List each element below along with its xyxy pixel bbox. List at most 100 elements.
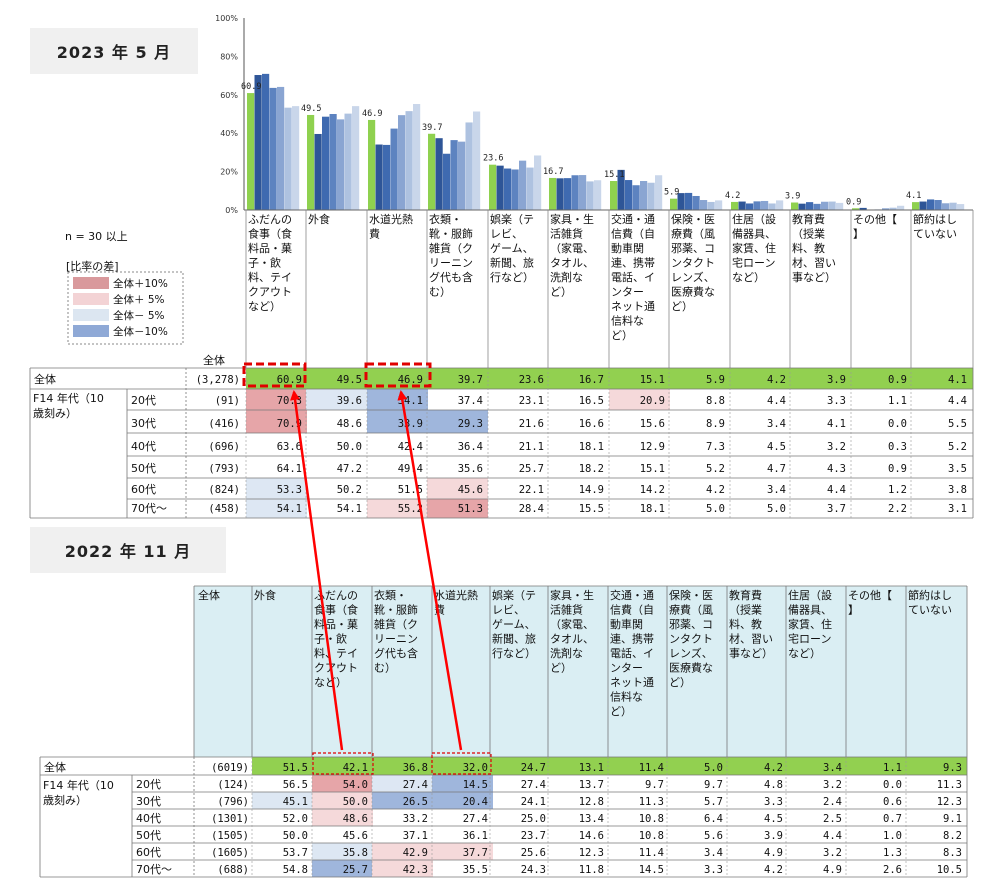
cell-value: 36.1 <box>463 830 488 842</box>
category-header-line: など） <box>248 300 281 313</box>
row-label: 40代 <box>136 812 161 825</box>
cell-value: 3.2 <box>827 441 846 453</box>
cell-value: 4.2 <box>706 484 725 496</box>
row-n: (688) <box>217 864 249 876</box>
cell-value: 24.3 <box>521 864 546 876</box>
bar-60代-1 <box>344 113 352 210</box>
cell-value: 29.3 <box>458 418 483 430</box>
cell-value: 55.2 <box>398 503 423 515</box>
cell-value: 1.2 <box>888 484 907 496</box>
cell-value: 36.8 <box>403 762 428 774</box>
category-header-line: 信費（自 <box>611 227 655 241</box>
cell-value: 5.2 <box>706 463 725 475</box>
row-label: 30代 <box>136 795 161 808</box>
category-header-line: 】 <box>853 228 864 241</box>
cell-value: 46.9 <box>398 374 423 386</box>
category-header-line: 宅ローン <box>788 632 831 646</box>
category-header-line: 動車関 <box>610 617 643 631</box>
row-label: 70代～ <box>131 502 167 515</box>
cell-value: 36.4 <box>458 441 483 453</box>
bar-20代-9 <box>798 203 806 210</box>
bar-30代-2 <box>383 144 391 210</box>
category-header-line: ゲーム、 <box>490 242 534 255</box>
cell-value: 42.1 <box>343 762 368 774</box>
bar-全体-4 <box>489 164 497 210</box>
bar-全体-7 <box>670 198 678 210</box>
cell-value: 48.6 <box>343 813 368 825</box>
bar-70代～-4 <box>534 155 542 210</box>
category-header-line: ど） <box>669 676 691 689</box>
cell-value: 7.3 <box>706 441 725 453</box>
cell-value: 8.3 <box>943 847 962 859</box>
cell-value: 4.4 <box>767 395 786 407</box>
cell-value: 12.9 <box>640 441 665 453</box>
category-header-line: 靴・服飾 <box>429 227 473 241</box>
legend-frame <box>67 271 184 345</box>
category-header-line: 新聞、旅 <box>490 256 534 270</box>
cell-value: 0.9 <box>888 374 907 386</box>
cell-value: 50.0 <box>337 441 362 453</box>
bar-70代～-2 <box>413 104 421 210</box>
bar-40代-11 <box>934 200 942 210</box>
row-n: (416) <box>208 418 240 430</box>
cell-highlight <box>427 478 488 499</box>
cell-value: 47.2 <box>337 463 362 475</box>
bar-50代-2 <box>398 115 406 210</box>
category-header-line: 衣類・ <box>429 212 462 226</box>
cell-highlight <box>432 792 493 809</box>
category-header-line: 活雑貨 <box>550 603 583 617</box>
bar-全体-8 <box>731 201 739 210</box>
bar-70代～-1 <box>352 106 360 210</box>
cell-highlight <box>372 843 433 860</box>
cell-value: 52.0 <box>283 813 308 825</box>
cell-value: 45.6 <box>343 830 368 842</box>
bar-30代-6 <box>625 180 633 210</box>
cell-value: 2.2 <box>888 503 907 515</box>
category-header-line: 靴・服飾 <box>374 603 418 617</box>
category-header-line: 家賃、住 <box>788 617 832 631</box>
bar-30代-11 <box>927 199 935 210</box>
cell-value: 49.4 <box>398 463 423 475</box>
cell-value: 23.7 <box>521 830 546 842</box>
category-header-line: グ代も含 <box>429 270 473 284</box>
cell-highlight <box>372 860 433 877</box>
cell-value: 3.4 <box>823 762 842 774</box>
cell-value: 27.4 <box>521 779 546 791</box>
category-header-line: ンタクト <box>669 633 713 646</box>
category-header-line: 事など） <box>792 271 836 284</box>
cell-value: 21.6 <box>519 418 544 430</box>
cell-value: 5.7 <box>704 796 723 808</box>
category-header-line: グ代も含 <box>374 646 418 660</box>
category-header-line: 電話、イ <box>610 646 654 660</box>
category-header-line: 保険・医 <box>669 588 713 602</box>
bar-30代-9 <box>806 202 814 210</box>
cell-value: 3.2 <box>823 779 842 791</box>
bar-60代-6 <box>647 182 655 210</box>
category-header-line: ンタクト <box>671 257 715 270</box>
row-label: 20代 <box>131 394 156 407</box>
total-row-bg <box>252 757 967 775</box>
group-label: F14 年代（10 <box>33 391 104 405</box>
category-header-line: 洗剤な <box>550 646 583 660</box>
row-n: (696) <box>208 441 240 453</box>
cell-value: 51.3 <box>458 503 483 515</box>
row-n: (793) <box>208 463 240 475</box>
row-n: (124) <box>217 779 249 791</box>
cell-value: 54.0 <box>343 779 368 791</box>
bar-70代～-5 <box>594 180 602 210</box>
category-header-line: 料、テイ <box>314 646 358 660</box>
cell-value: 4.2 <box>764 864 783 876</box>
all-column-header: 全体 <box>198 588 220 602</box>
cell-value: 54.1 <box>337 503 362 515</box>
bar-data-label: 39.7 <box>422 123 442 133</box>
category-header-line: 住居（設 <box>788 588 832 602</box>
cell-value: 24.7 <box>521 762 546 774</box>
cell-value: 15.6 <box>640 418 665 430</box>
cell-value: 11.4 <box>639 847 664 859</box>
bar-data-label: 15.1 <box>604 170 624 180</box>
cell-value: 4.1 <box>948 374 967 386</box>
title-2023: 2023 年 5 月 <box>30 28 198 74</box>
bar-40代-7 <box>692 195 700 210</box>
cell-value: 1.3 <box>883 847 902 859</box>
category-header-line: レビ、 <box>492 604 525 617</box>
